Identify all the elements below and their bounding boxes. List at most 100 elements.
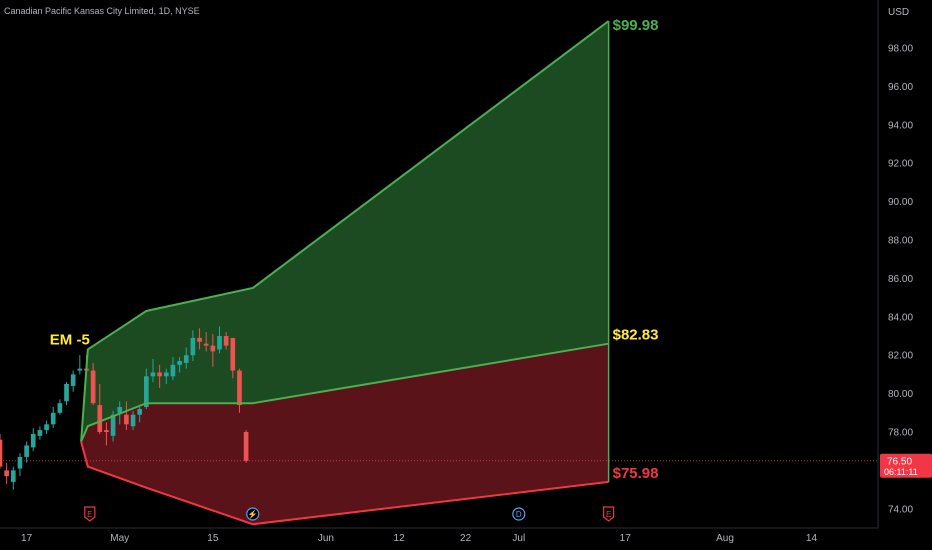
candle — [24, 441, 29, 463]
candle-body — [130, 414, 136, 427]
candle — [50, 407, 56, 429]
time-tick-label: 12 — [394, 533, 406, 544]
candle-body — [77, 368, 83, 371]
price-axis[interactable]: USD 98.00 96.00 94.00 92.00 90.00 88.00 86.00 84… — [877, 0, 932, 550]
price-tick-label: 90.00 — [888, 197, 913, 208]
chart-title: Canadian Pacific Kansas City Limited, 1D… — [4, 6, 200, 16]
price-tick-label: 84.00 — [888, 312, 913, 323]
time-tick-label: Jul — [512, 533, 525, 544]
event-marker-label: E — [87, 510, 92, 519]
candle-body — [90, 370, 96, 404]
event-marker: E — [603, 506, 615, 522]
price-tick-label: 82.00 — [888, 351, 913, 362]
candle-body — [243, 432, 249, 461]
time-tick-label: Aug — [716, 533, 734, 544]
candle — [37, 426, 43, 440]
candle — [57, 399, 63, 415]
candle-body — [10, 470, 16, 482]
lower-range-line — [80, 441, 609, 526]
candle-body — [117, 407, 123, 413]
event-marker-circle — [246, 507, 260, 521]
price-tick-label: 94.00 — [888, 120, 913, 131]
time-tick-label: 14 — [806, 533, 818, 544]
candle-body — [177, 360, 182, 365]
price-tick-label: 80.00 — [888, 389, 913, 400]
earnings-marker-shape — [84, 506, 96, 522]
lower-range-fill — [81, 343, 609, 525]
candle — [197, 328, 202, 350]
candle — [64, 382, 69, 406]
current-price-value: 76.50 — [887, 456, 912, 467]
candle — [190, 330, 196, 361]
candlestick-series — [0, 326, 249, 490]
event-marker: ⚡ — [246, 507, 260, 521]
candle — [17, 453, 23, 477]
candle-body — [57, 403, 63, 413]
expected-move-fills — [81, 21, 609, 525]
price-tick-label: 92.00 — [888, 159, 913, 170]
candle — [183, 347, 189, 369]
event-markers: E ⚡ D E — [84, 506, 615, 522]
expected-move-lines — [80, 20, 610, 526]
candle — [44, 420, 49, 434]
candle-body — [223, 336, 229, 346]
candle-body — [217, 336, 222, 350]
candle — [243, 430, 249, 463]
candle — [203, 332, 209, 352]
time-axis[interactable]: 17 May 15 Jun 12 22 Jul 17 Aug 14 — [0, 527, 878, 544]
event-marker-label: E — [606, 510, 611, 519]
candle — [130, 410, 136, 431]
candle — [70, 370, 76, 392]
candle-body — [50, 412, 56, 425]
candle — [223, 332, 229, 350]
candle-body — [30, 433, 36, 448]
price-tick-label: 98.00 — [888, 44, 913, 55]
middle-price-label: $82.83 — [613, 327, 659, 344]
candle-body — [197, 337, 202, 342]
candle-body — [150, 372, 156, 377]
event-marker: E — [84, 506, 96, 522]
candle-body — [64, 384, 69, 402]
candle-body — [17, 456, 23, 469]
candle-body — [124, 414, 129, 425]
candle — [104, 422, 109, 446]
candle — [0, 433, 3, 469]
time-tick-label: Jun — [318, 533, 334, 544]
time-tick-label: 17 — [620, 533, 632, 544]
price-tick-label: 78.00 — [888, 428, 913, 439]
upper-range-line — [80, 20, 610, 442]
candle — [4, 462, 9, 484]
price-axis-currency: USD — [888, 7, 909, 18]
candle — [217, 326, 222, 354]
candle — [30, 428, 36, 452]
candle — [137, 407, 143, 423]
current-price-badge — [880, 453, 932, 478]
em-label: EM -5 — [50, 331, 90, 348]
time-tick-label: 15 — [207, 533, 219, 544]
price-tick-label: 86.00 — [888, 274, 913, 285]
candle-body — [230, 337, 236, 371]
candle — [163, 368, 169, 384]
candle-body — [104, 430, 109, 432]
candle-body — [163, 372, 169, 377]
time-tick-label: 22 — [460, 533, 472, 544]
candle-body — [170, 364, 176, 377]
candle — [177, 357, 182, 373]
candle-body — [37, 430, 43, 436]
candle-body — [157, 372, 162, 377]
lower-price-label: $75.98 — [613, 465, 659, 482]
earnings-marker-shape — [603, 506, 615, 522]
middle-range-line — [80, 342, 609, 442]
candle — [150, 359, 156, 383]
candle-body — [0, 439, 3, 467]
candle-body — [4, 470, 9, 477]
price-tick-label: 88.00 — [888, 236, 913, 247]
candle — [230, 337, 236, 379]
candle-body — [237, 370, 242, 406]
candle-body — [183, 355, 189, 363]
event-marker-label: D — [516, 510, 522, 519]
time-tick-label: 17 — [21, 533, 33, 544]
price-tick-label: 96.00 — [888, 82, 913, 93]
candle — [97, 384, 103, 434]
